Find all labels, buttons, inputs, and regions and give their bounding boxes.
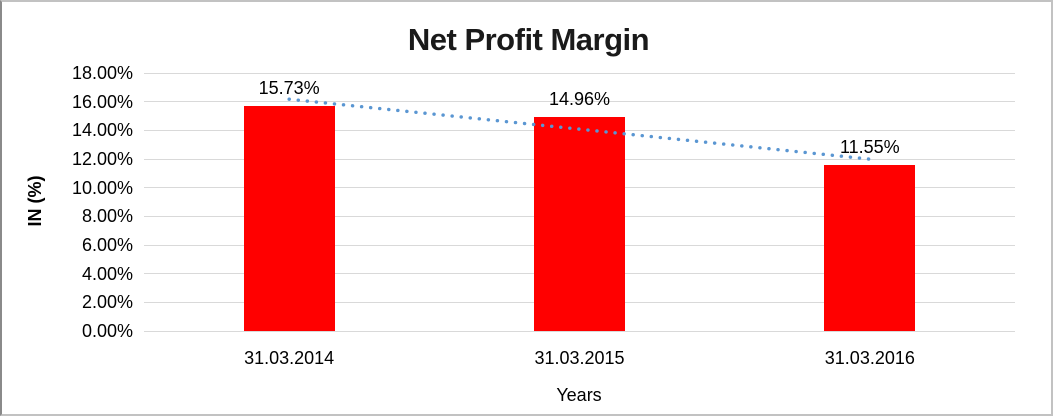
bar-31.03.2016: [824, 165, 916, 331]
gridline: [144, 72, 1015, 74]
y-tick-label: 2.00%: [81, 292, 133, 313]
y-tick-label: 14.00%: [71, 120, 133, 141]
y-tick-label: 18.00%: [71, 63, 133, 83]
value-label: 14.96%: [548, 88, 611, 109]
y-tick-label: 6.00%: [81, 235, 133, 255]
chart-title: Net Profit Margin: [407, 22, 650, 57]
y-tick-label: 10.00%: [71, 177, 133, 198]
y-tick-label: 16.00%: [71, 91, 133, 112]
bar-31.03.2014: [243, 105, 335, 331]
x-tick-label: 31.03.2016: [824, 348, 915, 368]
value-label: 15.73%: [258, 77, 320, 98]
x-tick-label: 31.03.2014: [244, 348, 335, 368]
x-tick-label: 31.03.2015: [534, 348, 625, 368]
y-tick-label: 0.00%: [81, 321, 133, 341]
bar-31.03.2015: [534, 116, 625, 331]
gridline: [144, 330, 1015, 332]
y-axis-title: IN (%): [25, 175, 45, 227]
value-label: 11.55%: [839, 137, 900, 158]
x-axis-title: Years: [556, 385, 602, 405]
y-tick-label: 4.00%: [81, 263, 133, 284]
y-tick-label: 12.00%: [71, 149, 133, 169]
y-tick-label: 8.00%: [81, 206, 133, 227]
